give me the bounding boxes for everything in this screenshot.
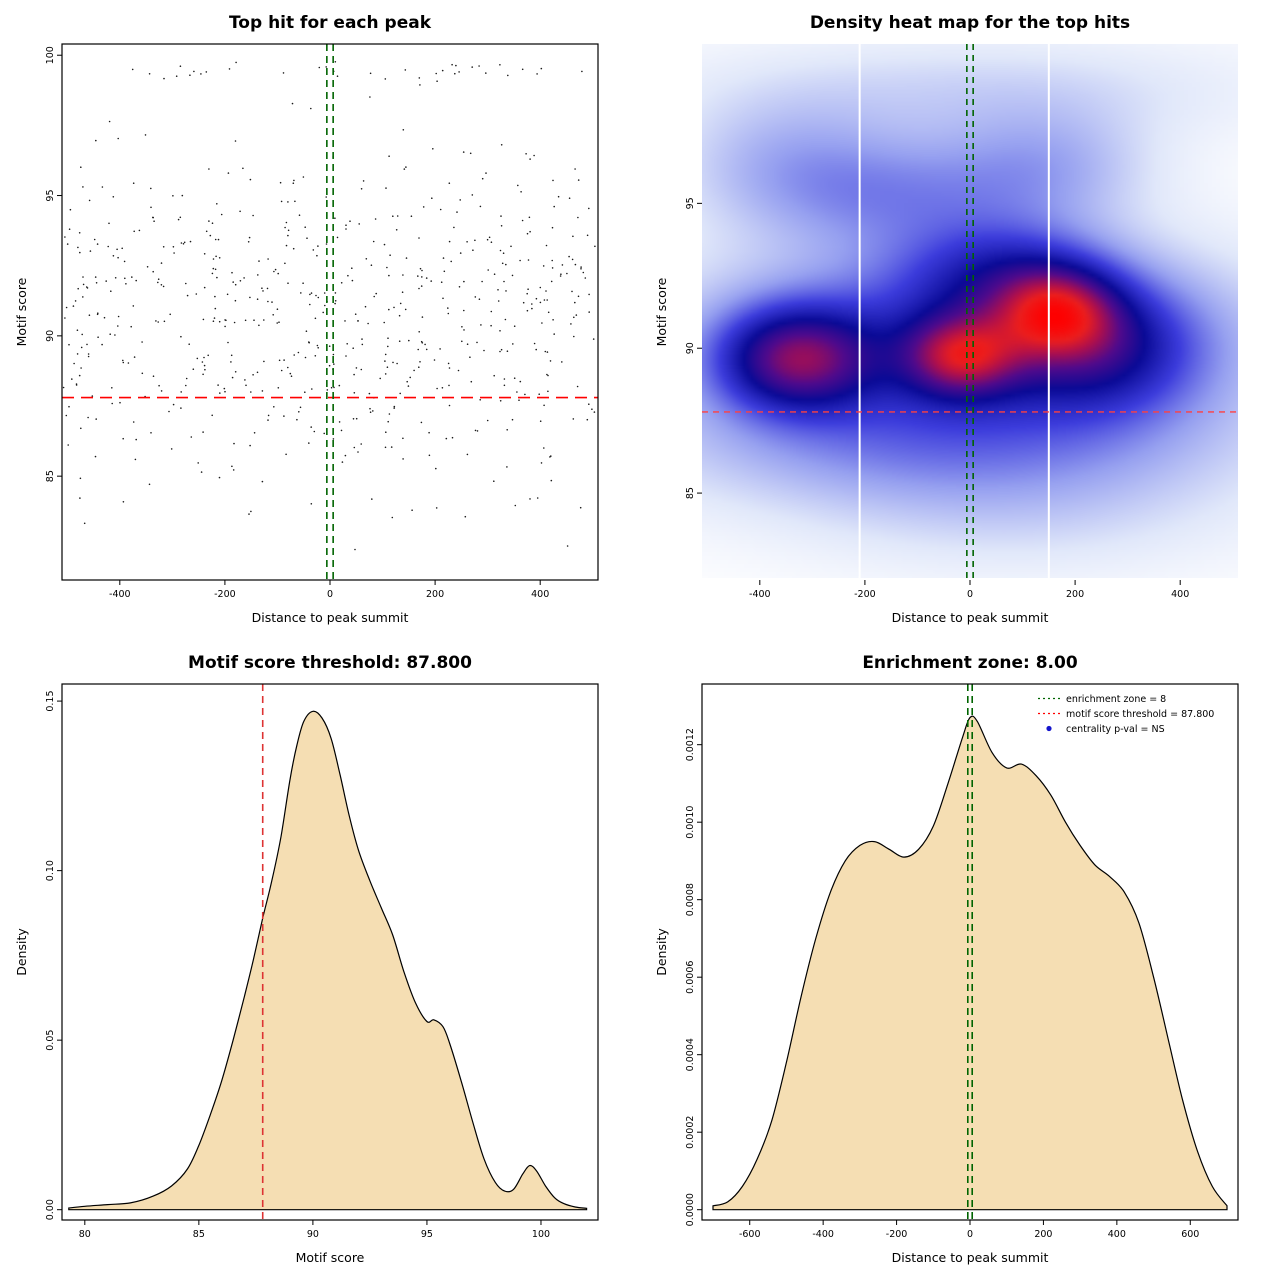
svg-text:85: 85: [685, 487, 696, 499]
svg-text:200: 200: [1034, 1229, 1052, 1240]
svg-text:Motif score: Motif score: [296, 1250, 365, 1265]
scatter-title: Top hit for each peak: [228, 13, 432, 33]
svg-text:0.05: 0.05: [45, 1030, 56, 1051]
svg-text:-200: -200: [886, 1229, 908, 1240]
svg-text:600: 600: [1181, 1229, 1199, 1240]
heatmap-title: Density heat map for the top hits: [809, 13, 1131, 33]
svg-text:Density: Density: [654, 928, 669, 976]
svg-text:Density: Density: [14, 928, 29, 976]
svg-text:0.0006: 0.0006: [685, 961, 696, 994]
svg-text:0.0010: 0.0010: [685, 806, 696, 839]
svg-text:-200: -200: [854, 589, 876, 600]
svg-text:90: 90: [45, 330, 56, 342]
svg-text:Distance to peak summit: Distance to peak summit: [892, 1250, 1049, 1265]
svg-text:100: 100: [532, 1229, 550, 1240]
heatmap-overlay: -400 -200 0 200 400 85 90 95 Distance to peak su…: [654, 44, 1238, 625]
svg-text:100: 100: [45, 46, 56, 64]
svg-text:centrality p-val = NS: centrality p-val = NS: [1066, 724, 1165, 735]
svg-text:80: 80: [79, 1229, 91, 1240]
svg-text:90: 90: [307, 1229, 319, 1240]
svg-text:Distance to peak summit: Distance to peak summit: [252, 610, 409, 625]
svg-text:-600: -600: [739, 1229, 761, 1240]
heatmap-image: [702, 44, 1238, 578]
svg-text:95: 95: [45, 189, 56, 201]
panel-density-heatmap: Density heat map for the top hits -400 -2…: [640, 0, 1280, 640]
svg-text:400: 400: [1171, 589, 1189, 600]
svg-text:-400: -400: [812, 1229, 834, 1240]
svg-text:0: 0: [327, 589, 333, 600]
svg-text:200: 200: [1066, 589, 1084, 600]
svg-text:-400: -400: [109, 589, 131, 600]
svg-text:Distance to peak summit: Distance to peak summit: [892, 610, 1049, 625]
svg-text:0.10: 0.10: [45, 860, 56, 881]
panel-top-hit-scatter: Top hit for each peak -400 -200 0 200 400 85 9…: [0, 0, 640, 640]
svg-text:motif score threshold = 87.800: motif score threshold = 87.800: [1066, 709, 1214, 720]
panel-motif-score-density: Motif score threshold: 87.800 80 85 90 95 10…: [0, 640, 640, 1280]
distance-density-plot: enrichment zone = 8 motif score threshold…: [654, 683, 1239, 1265]
svg-text:400: 400: [531, 589, 549, 600]
svg-text:95: 95: [421, 1229, 433, 1240]
svg-text:0.0004: 0.0004: [685, 1038, 696, 1071]
svg-text:0.15: 0.15: [45, 691, 56, 712]
svg-text:90: 90: [685, 342, 696, 354]
svg-text:0: 0: [967, 589, 973, 600]
svg-text:0: 0: [967, 1229, 973, 1240]
score-density-plot: 80 85 90 95 100 0.00 0.05 0.10 0.15 Motif score De…: [14, 683, 599, 1265]
svg-text:Motif score: Motif score: [14, 277, 29, 346]
svg-text:enrichment zone = 8: enrichment zone = 8: [1066, 694, 1166, 705]
svg-text:0.0012: 0.0012: [685, 728, 696, 761]
svg-text:0.0008: 0.0008: [685, 883, 696, 916]
score-density-title: Motif score threshold: 87.800: [188, 653, 472, 673]
svg-text:400: 400: [1108, 1229, 1126, 1240]
svg-text:200: 200: [426, 589, 444, 600]
svg-text:85: 85: [45, 470, 56, 482]
svg-text:0.0002: 0.0002: [685, 1116, 696, 1149]
scatter-plot: -400 -200 0 200 400 85 90 95 100 Distance to peak…: [14, 43, 599, 625]
svg-text:0.0000: 0.0000: [685, 1193, 696, 1226]
svg-text:-200: -200: [214, 589, 236, 600]
panel-distance-density: Enrichment zone: 8.00 enrichment zone = …: [640, 640, 1280, 1280]
distance-density-title: Enrichment zone: 8.00: [862, 653, 1078, 673]
svg-text:Motif score: Motif score: [654, 277, 669, 346]
svg-text:0.00: 0.00: [45, 1199, 56, 1220]
svg-text:-400: -400: [749, 589, 771, 600]
svg-text:85: 85: [193, 1229, 205, 1240]
svg-text:95: 95: [685, 197, 696, 209]
